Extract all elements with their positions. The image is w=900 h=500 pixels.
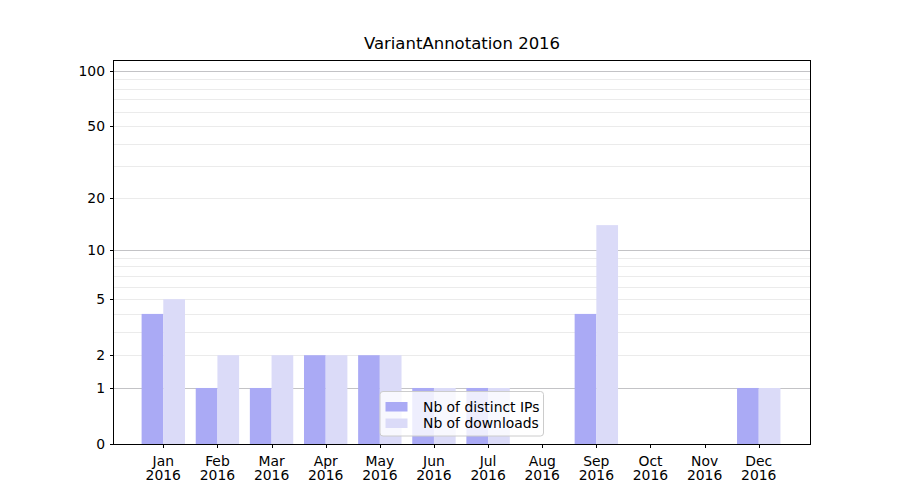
bar-nb-of-distinct-ips-sep (575, 314, 597, 444)
legend-label-downloads: Nb of downloads (423, 415, 539, 431)
bar-nb-of-distinct-ips-feb (196, 388, 218, 444)
x-tick-label-year: 2016 (146, 467, 181, 483)
bar-nb-of-downloads-mar (272, 355, 294, 444)
bar-nb-of-downloads-sep (596, 225, 618, 444)
x-tick-label-year: 2016 (362, 467, 397, 483)
y-tick-label: 2 (96, 347, 105, 363)
grid-layer (114, 72, 811, 389)
x-tick-label-year: 2016 (200, 467, 235, 483)
y-tick-label: 0 (96, 436, 105, 452)
x-tick-label-year: 2016 (308, 467, 343, 483)
bar-nb-of-distinct-ips-mar (250, 388, 272, 444)
x-tick-label-year: 2016 (525, 467, 560, 483)
x-tick-label-year: 2016 (687, 467, 722, 483)
variant-annotation-download-chart: VariantAnnotation 2016 0125102050100Jan2… (0, 0, 900, 500)
bar-nb-of-distinct-ips-apr (304, 355, 326, 444)
x-tick-label-year: 2016 (741, 467, 776, 483)
bar-nb-of-distinct-ips-dec (737, 388, 759, 444)
bar-nb-of-downloads-apr (326, 355, 348, 444)
y-tick-label: 100 (78, 63, 105, 79)
bar-nb-of-downloads-jan (163, 299, 185, 444)
x-tick-label-year: 2016 (579, 467, 614, 483)
bar-nb-of-distinct-ips-jan (142, 314, 164, 444)
x-tick-label-year: 2016 (633, 467, 668, 483)
legend-swatch-distinct-ips-icon (386, 402, 408, 412)
y-tick-label: 20 (87, 190, 105, 206)
plot-canvas: VariantAnnotation 2016 0125102050100Jan2… (0, 0, 900, 500)
x-tick-label-year: 2016 (416, 467, 451, 483)
x-tick-label-year: 2016 (254, 467, 289, 483)
chart-title: VariantAnnotation 2016 (364, 34, 560, 53)
legend: Nb of distinct IPs Nb of downloads (380, 392, 544, 437)
bar-nb-of-distinct-ips-may (358, 355, 380, 444)
y-tick-label: 50 (87, 118, 105, 134)
y-tick-label: 5 (96, 291, 105, 307)
bar-nb-of-downloads-dec (759, 388, 781, 444)
legend-label-distinct-ips: Nb of distinct IPs (423, 399, 539, 415)
x-tick-label-year: 2016 (470, 467, 505, 483)
legend-swatch-downloads-icon (386, 419, 408, 429)
y-tick-label: 1 (96, 380, 105, 396)
bar-nb-of-downloads-feb (217, 355, 239, 444)
y-tick-label: 10 (87, 242, 105, 258)
